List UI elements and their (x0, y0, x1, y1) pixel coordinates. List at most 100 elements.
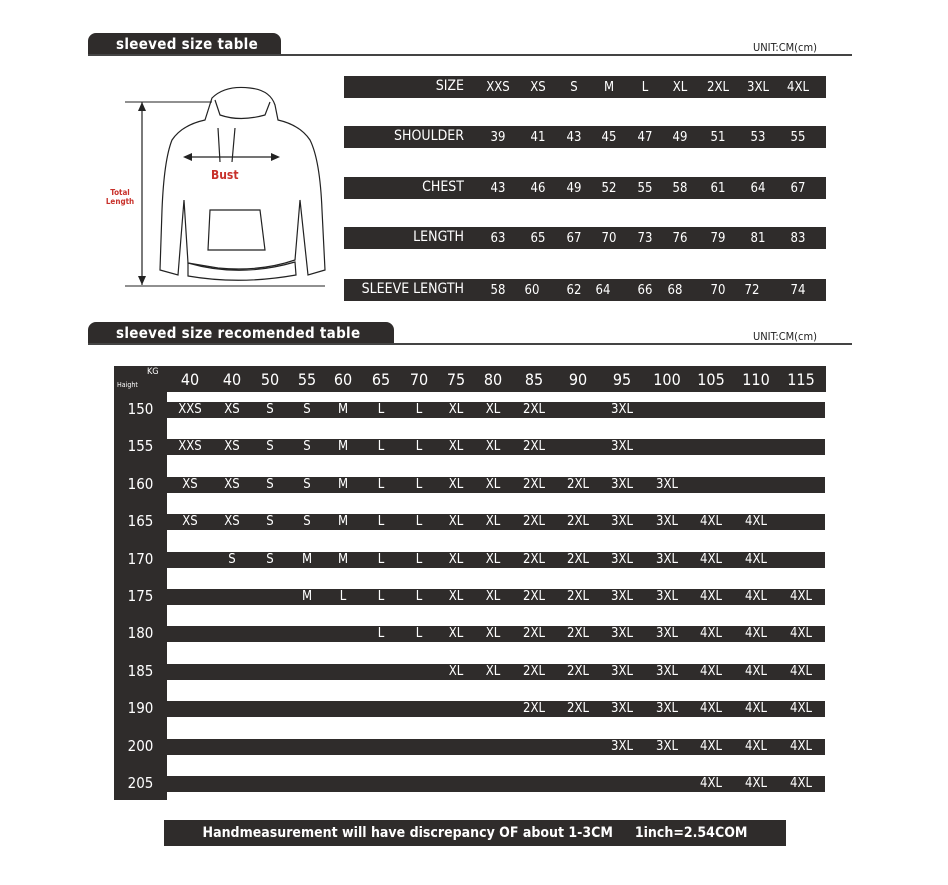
size-cell: 4XL (745, 551, 767, 567)
size-cell: 2XL (523, 589, 545, 604)
size-row-label: LENGTH (413, 229, 464, 245)
weight-header-cell: 80 (483, 370, 503, 389)
size-cell: 3XL (611, 439, 633, 455)
size-cell: 3XL (656, 551, 678, 567)
recommendation-row: L L XL XL 2XL 2XL 3XL 3XL 4XL 4XL 4XL (167, 626, 825, 643)
size-cell: L (415, 551, 423, 567)
size-cell: 4XL (790, 701, 812, 717)
size-cell: XL (485, 476, 501, 492)
size-cell: L (377, 514, 385, 530)
size-cell: 4XL (790, 776, 812, 791)
size-cell: XL (448, 626, 464, 642)
size-cell: XL (485, 402, 501, 417)
size-cell: 4XL (700, 626, 722, 642)
size-cell: XL (448, 663, 464, 679)
size-cell: 47 (637, 130, 653, 145)
size-cell: L (415, 589, 423, 604)
size-cell: XL (485, 626, 501, 642)
size-row: SHOULDER 39 41 43 45 47 49 51 53 55 (344, 126, 826, 148)
size-cell: 4XL (700, 738, 722, 754)
size-cell: 73 (637, 231, 653, 246)
size-cell: 2XL (523, 514, 545, 530)
recommendation-row: 4XL 4XL 4XL (167, 776, 825, 792)
height-cell: 170 (127, 549, 154, 568)
weight-header-cell: 70 (409, 370, 429, 389)
size-cell: 4XL (700, 551, 722, 567)
size-cell: S (303, 439, 311, 455)
size-cell: XXS (178, 402, 202, 417)
size-cell: 58 (490, 283, 506, 298)
size-cell: 2XL (567, 476, 589, 492)
weight-header-cell: 65 (371, 370, 391, 389)
size-cell: 70 (601, 231, 617, 246)
size-cell: L (377, 439, 385, 455)
weight-header-cell: 60 (333, 370, 353, 389)
size-cell: XS (530, 80, 546, 95)
size-cell: 2XL (523, 701, 545, 717)
size-cell: 3XL (656, 514, 678, 530)
height-cell: 165 (127, 512, 154, 531)
recommendation-row: 3XL 3XL 4XL 4XL 4XL (167, 738, 825, 755)
weight-header-cell: 40 (222, 370, 242, 389)
recommendation-row: XS XS S S M L L XL XL 2XL 2XL 3XL 3XL 4XL 4XL (167, 514, 825, 531)
total-length-line1: Total (110, 188, 130, 197)
size-cell: 3XL (611, 663, 633, 679)
weight-header-row (114, 366, 826, 392)
size-cell: 72 (744, 283, 760, 298)
size-cell: 4XL (745, 738, 767, 754)
divider (88, 343, 852, 345)
size-cell: 2XL (523, 626, 545, 642)
size-cell: XL (485, 514, 501, 530)
size-cell: L (339, 589, 347, 604)
size-cell: 4XL (790, 589, 812, 604)
size-cell: S (228, 551, 236, 567)
bust-label: Bust (211, 168, 239, 182)
height-label: Haight (117, 381, 138, 389)
weight-header-cell: 50 (260, 370, 280, 389)
kg-label: KG (147, 367, 159, 377)
size-cell: L (377, 589, 385, 604)
size-cell: XL (485, 663, 501, 679)
size-cell: 2XL (567, 626, 589, 642)
measurement-note: Handmeasurement will have discrepancy OF… (164, 820, 786, 846)
section-title-recommended-table: sleeved size recomended table (88, 322, 394, 345)
size-cell: 3XL (611, 738, 633, 754)
size-cell: XL (448, 551, 464, 567)
size-cell: L (415, 439, 423, 455)
size-row-label: SIZE (435, 78, 464, 94)
size-cell: XS (224, 402, 240, 417)
size-cell: S (266, 402, 274, 417)
size-cell: XS (182, 476, 198, 492)
size-cell: S (570, 80, 578, 95)
size-cell: S (266, 551, 274, 567)
total-length-line2: Length (105, 197, 135, 206)
size-cell: L (377, 476, 385, 492)
size-cell: M (337, 514, 349, 530)
recommended-size-table: KG Haight 40 40 50 55 60 65 70 75 80 85 90 95 100 105… (114, 366, 826, 800)
size-cell: 2XL (567, 701, 589, 717)
size-cell: 3XL (611, 626, 633, 642)
size-cell: 3XL (611, 551, 633, 567)
size-cell: 3XL (611, 476, 633, 492)
size-cell: 4XL (790, 738, 812, 754)
size-row: SIZE XXS XS S M L XL 2XL 3XL 4XL (344, 76, 826, 98)
size-cell: 2XL (567, 551, 589, 567)
weight-header-cell: 95 (612, 370, 632, 389)
size-cell: 4XL (787, 80, 809, 95)
hoodie-diagram (100, 80, 340, 295)
size-cell: 52 (601, 181, 617, 196)
size-cell: 43 (566, 130, 582, 145)
weight-header-cell: 85 (524, 370, 544, 389)
size-cell: 58 (672, 181, 688, 196)
size-row-label: SHOULDER (393, 128, 464, 144)
size-cell: XL (448, 402, 464, 417)
size-cell: 51 (710, 130, 726, 145)
weight-header-cell: 55 (297, 370, 317, 389)
size-cell: 55 (790, 130, 806, 145)
height-cell: 205 (127, 774, 154, 792)
size-cell: L (415, 476, 423, 492)
weight-header-cell: 115 (787, 370, 815, 389)
height-cell: 160 (127, 474, 154, 493)
size-cell: XL (448, 589, 464, 604)
height-cell: 150 (127, 400, 154, 418)
